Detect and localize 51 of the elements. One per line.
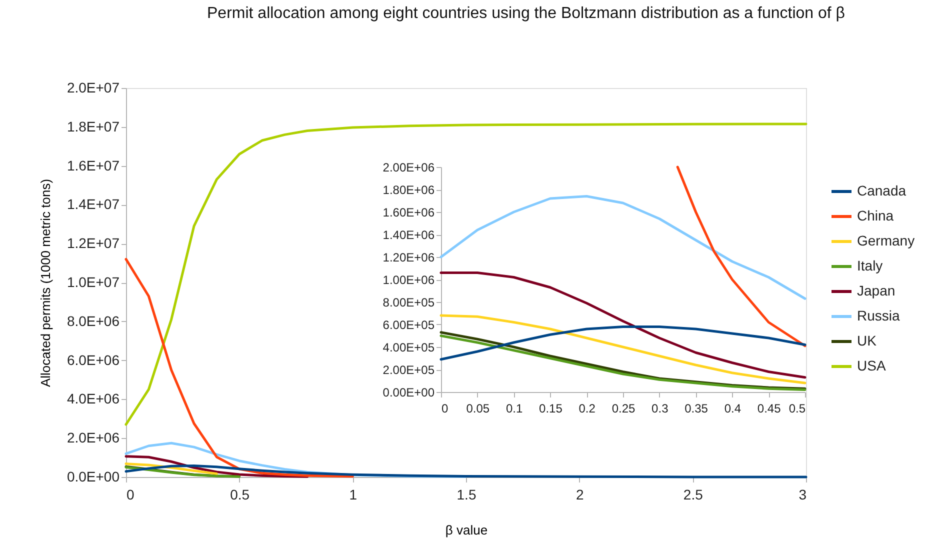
y-tick-label: 2.00E+05 [382, 363, 435, 377]
x-tick-label: 0.25 [612, 402, 636, 416]
y-tick-label: 4.00E+05 [382, 340, 435, 354]
y-tick-label: 8.00E+05 [382, 296, 435, 310]
legend-label: Japan [857, 282, 896, 298]
y-axis-title: Allocated permits (1000 metric tons) [38, 178, 53, 388]
x-tick-label: 0.3 [652, 402, 669, 416]
y-tick-label: 0.0E+00 [66, 468, 120, 484]
y-tick-label: 2.0E+07 [66, 80, 120, 96]
legend-label: Germany [857, 232, 915, 248]
x-tick-label: 0 [126, 486, 134, 502]
x-tick-label: 0.4 [724, 402, 742, 416]
y-tick-label: 1.40E+06 [382, 228, 435, 242]
x-axis-title: β value [445, 522, 488, 538]
x-tick-label: 0.5 [788, 402, 806, 416]
x-tick-label: 1 [349, 486, 358, 502]
chart-title: Permit allocation among eight countries using the Boltzmann distribution as a function of β [207, 5, 845, 22]
x-tick-label: 0.1 [506, 402, 523, 416]
x-tick-label: 0 [442, 402, 448, 416]
y-tick-label: 1.80E+06 [382, 183, 435, 197]
x-tick-label: 0.15 [539, 402, 563, 416]
y-tick-label: 1.2E+07 [66, 235, 120, 252]
x-tick-label: 2.5 [683, 486, 704, 502]
x-tick-label: 0.35 [684, 402, 708, 416]
y-tick-label: 1.0E+07 [66, 274, 120, 290]
y-tick-label: 1.60E+06 [382, 206, 435, 220]
legend-label: USA [857, 358, 886, 374]
y-tick-label: 6.0E+06 [66, 352, 120, 368]
legend-label: Canada [857, 182, 906, 198]
y-tick-label: 1.8E+07 [66, 118, 120, 134]
x-tick-label: 3 [798, 486, 807, 502]
x-tick-label: 0.45 [757, 402, 782, 416]
x-tick-label: 2 [576, 486, 584, 502]
y-tick-label: 8.0E+06 [66, 312, 120, 329]
legend-label: UK [857, 332, 878, 348]
y-tick-label: 6.00E+05 [382, 318, 435, 332]
y-tick-label: 1.6E+07 [66, 157, 120, 174]
y-tick-label: 0.00E+00 [382, 386, 435, 400]
y-tick-label: 1.20E+06 [382, 250, 435, 264]
x-tick-label: 0.2 [578, 402, 596, 416]
x-tick-label: 1.5 [456, 486, 476, 502]
y-tick-label: 1.00E+06 [382, 273, 435, 287]
y-tick-label: 4.0E+06 [66, 390, 120, 407]
legend-label: Russia [857, 308, 900, 324]
x-tick-label: 0.5 [230, 486, 250, 502]
y-tick-label: 2.00E+06 [382, 160, 435, 174]
x-tick-label: 0.05 [466, 402, 490, 416]
legend-label: Italy [857, 258, 883, 274]
y-tick-label: 1.4E+07 [66, 196, 120, 212]
y-tick-label: 2.0E+06 [66, 430, 120, 446]
legend-label: China [857, 208, 894, 224]
